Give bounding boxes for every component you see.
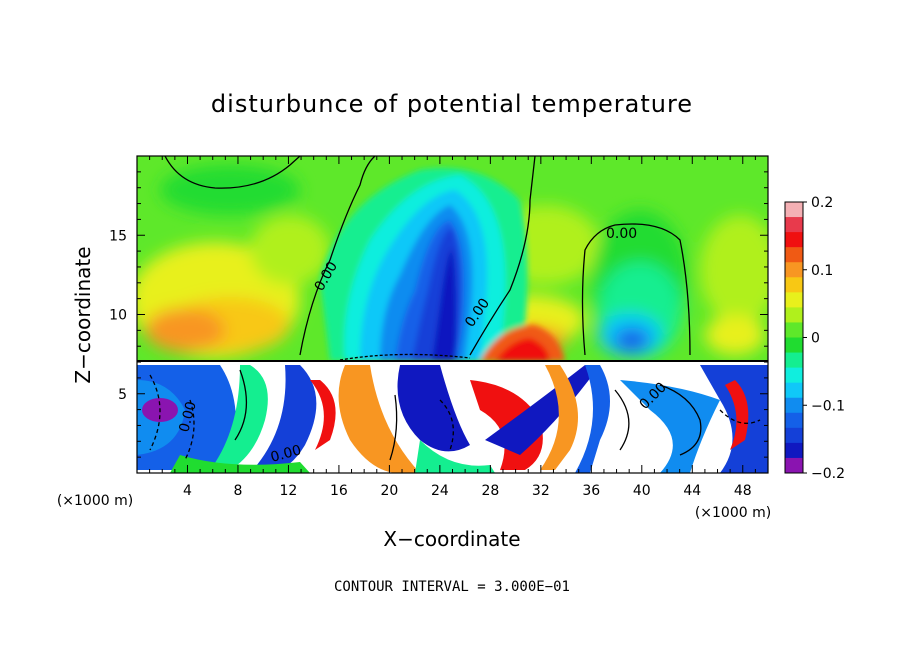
colorbar-swatch xyxy=(785,202,803,218)
y-tick-label: 10 xyxy=(109,308,127,324)
x-tick-label: 32 xyxy=(532,483,550,499)
colorbar: 0.2 0.1 0 −0.1 −0.2 xyxy=(784,195,845,482)
colorbar-tick-label: −0.1 xyxy=(811,398,845,414)
colorbar-swatch xyxy=(785,457,803,474)
x-tick-label: 20 xyxy=(380,483,398,499)
colorbar-swatch xyxy=(785,367,803,384)
x-tick-label: 12 xyxy=(280,483,298,499)
colorbar-swatch xyxy=(785,352,803,369)
colorbar-tick-label: 0.2 xyxy=(811,195,833,211)
plot-field xyxy=(137,156,768,473)
y-axis: 5 10 15 xyxy=(109,171,768,458)
colorbar-swatch xyxy=(785,262,803,278)
x-axis: 4 8 12 16 20 24 28 32 36 40 44 48 xyxy=(149,156,756,499)
x-tick-label: 28 xyxy=(481,483,499,499)
colorbar-swatch xyxy=(785,382,803,399)
colorbar-swatch xyxy=(785,412,803,429)
colorbar-swatch xyxy=(785,217,803,233)
y-tick-label: 5 xyxy=(118,387,127,403)
colorbar-tick-label: −0.2 xyxy=(811,466,845,482)
colorbar-swatch xyxy=(785,247,803,263)
x-tick-label: 44 xyxy=(683,483,701,499)
x-axis-label: X−coordinate xyxy=(383,527,520,551)
contour-label: 0.00 xyxy=(269,442,303,466)
x-tick-label: 4 xyxy=(183,483,192,499)
x-tick-label: 40 xyxy=(633,483,651,499)
colorbar-swatch xyxy=(785,307,803,323)
x-tick-label: 48 xyxy=(734,483,752,499)
contour-interval-note: CONTOUR INTERVAL = 3.000E−01 xyxy=(334,579,570,595)
x-tick-label: 16 xyxy=(330,483,348,499)
colorbar-swatch xyxy=(785,277,803,293)
colorbar-swatch xyxy=(785,427,803,444)
x-unit-label-right: (×1000 m) xyxy=(695,505,771,521)
x-tick-label: 24 xyxy=(431,483,449,499)
contour-lines xyxy=(149,156,761,461)
x-tick-label: 36 xyxy=(582,483,600,499)
colorbar-swatch xyxy=(785,232,803,248)
contour-label: 0.00 xyxy=(606,226,637,242)
colorbar-tick-label: 0.1 xyxy=(811,263,833,279)
y-axis-label: Z−coordinate xyxy=(71,246,95,383)
colorbar-swatch xyxy=(785,442,803,459)
x-tick-label: 8 xyxy=(233,483,242,499)
contour-label: 0.00 xyxy=(176,400,200,434)
x-unit-label-left: (×1000 m) xyxy=(57,493,133,509)
y-tick-label: 15 xyxy=(109,228,127,244)
colorbar-tick-label: 0 xyxy=(811,331,820,347)
colorbar-swatch xyxy=(785,337,803,354)
colorbar-swatch xyxy=(785,292,803,308)
chart-title: disturbunce of potential temperature xyxy=(211,90,693,118)
colorbar-swatch xyxy=(785,322,803,338)
colorbar-swatch xyxy=(785,397,803,414)
